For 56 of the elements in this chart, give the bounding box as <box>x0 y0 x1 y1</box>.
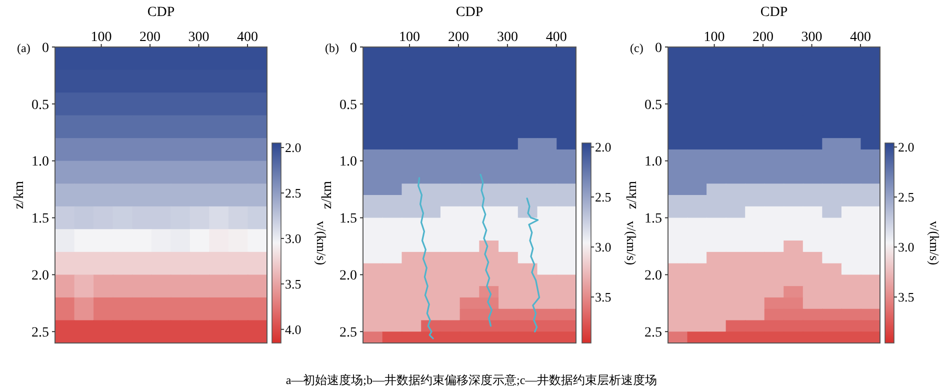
color-bar-label: 2.0 <box>285 140 302 156</box>
color-bar-label: 2.0 <box>595 140 612 155</box>
text: (b) <box>325 41 339 55</box>
x-tick-label: 200 <box>140 30 161 45</box>
y-tick-label: 2.5 <box>32 326 49 341</box>
text: (a) <box>17 41 30 55</box>
y-tick-label: 1.0 <box>644 154 662 170</box>
color-bar-label: 2.5 <box>595 190 612 205</box>
y-tick-label: 2.0 <box>340 268 357 284</box>
y-tick-label: 0.5 <box>32 98 49 113</box>
y-tick-label: 1.5 <box>32 212 49 227</box>
x-tick-label: 300 <box>188 30 210 45</box>
color-bar-label: 2.5 <box>898 190 914 205</box>
x-tick-label: 200 <box>752 30 774 45</box>
x-tick-label: 200 <box>448 30 469 45</box>
color-bar-title: v/(km/s) <box>314 220 329 266</box>
color-bar-title: v/(km/s) <box>927 220 942 266</box>
y-tick-label: 2.0 <box>32 268 49 284</box>
x-axis-title: CDP <box>456 5 484 20</box>
x-tick-label: 100 <box>704 30 725 45</box>
text: a—初始速度场;b—井数据约束偏移深度示意;c—井数据约束层析速度场 <box>286 373 658 387</box>
y-tick-label: 2.5 <box>644 326 662 341</box>
y-axis-title: z/km <box>12 180 27 209</box>
y-tick-label: 2.5 <box>340 326 357 341</box>
x-tick-label: 100 <box>399 30 420 45</box>
color-bar-label: 3.5 <box>285 276 302 292</box>
y-axis-title: z/km <box>320 180 335 209</box>
text: (c) <box>630 41 644 55</box>
x-tick-label: 300 <box>496 30 518 45</box>
color-bar-label: 3.0 <box>898 240 914 255</box>
y-tick-label: 2.0 <box>644 268 662 284</box>
y-tick-label: 0.5 <box>340 98 357 113</box>
y-tick-label: 1.5 <box>644 212 662 227</box>
x-tick-label: 400 <box>237 30 258 45</box>
y-tick-label: 0.5 <box>644 98 662 113</box>
x-tick-label: 400 <box>850 30 872 45</box>
color-bar-label: 2.0 <box>898 140 914 155</box>
x-tick-label: 400 <box>546 30 567 45</box>
y-tick-label: 0 <box>42 40 49 56</box>
color-bar-title: v/(km/s) <box>624 220 639 266</box>
color-bar-label: 2.5 <box>285 186 302 201</box>
y-tick-label: 1.0 <box>340 154 357 170</box>
y-tick-label: 0 <box>655 40 662 56</box>
color-bar-label: 3.0 <box>285 231 302 246</box>
x-tick-label: 300 <box>801 30 822 45</box>
color-bar-label: 3.5 <box>898 290 914 305</box>
y-tick-label: 1.5 <box>340 212 357 227</box>
x-tick-label: 100 <box>90 30 112 45</box>
y-tick-label: 1.0 <box>32 154 49 170</box>
x-axis-title: CDP <box>760 5 788 20</box>
color-bar-label: 3.0 <box>595 240 612 255</box>
y-axis-title: z/km <box>625 180 640 209</box>
color-bar-label: 4.0 <box>285 322 302 337</box>
x-axis-title: CDP <box>147 5 175 20</box>
color-bar-label: 3.5 <box>595 290 612 305</box>
y-tick-label: 0 <box>350 40 357 56</box>
